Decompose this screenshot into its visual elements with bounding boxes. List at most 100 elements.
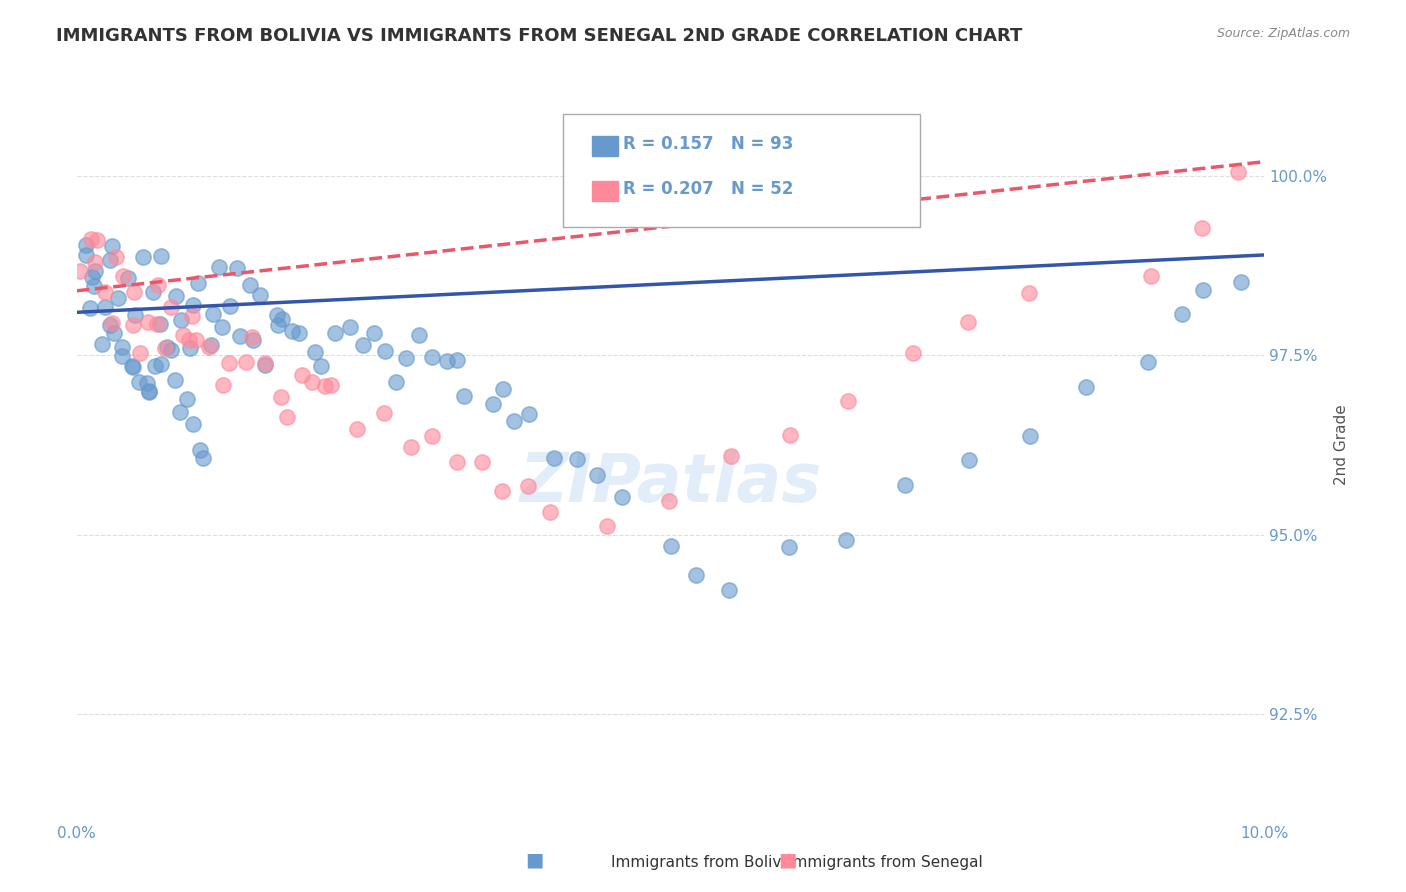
Immigrants from Bolivia	[79, 301, 101, 315]
Immigrants from Bolivia	[208, 260, 231, 274]
Immigrants from Bolivia	[138, 384, 160, 398]
Immigrants from Bolivia	[503, 414, 526, 428]
Immigrants from Bolivia	[83, 279, 105, 293]
Immigrants from Bolivia	[169, 405, 191, 419]
Immigrants from Bolivia	[1230, 276, 1253, 290]
Immigrants from Senegal	[94, 285, 117, 299]
Immigrants from Senegal	[146, 278, 169, 293]
Immigrants from Bolivia	[83, 263, 105, 277]
Immigrants from Bolivia	[128, 375, 150, 389]
Immigrants from Bolivia	[179, 341, 201, 355]
Immigrants from Senegal	[177, 333, 200, 347]
FancyBboxPatch shape	[592, 181, 619, 201]
Text: R = 0.207   N = 52: R = 0.207 N = 52	[623, 180, 793, 198]
Immigrants from Bolivia	[191, 450, 214, 465]
Text: ZIPatlas: ZIPatlas	[519, 450, 821, 516]
Text: Immigrants from Bolivia: Immigrants from Bolivia	[612, 855, 794, 870]
Immigrants from Bolivia	[436, 354, 458, 368]
Immigrants from Bolivia	[142, 285, 165, 299]
Immigrants from Bolivia	[107, 291, 129, 305]
Text: Source: ZipAtlas.com: Source: ZipAtlas.com	[1216, 27, 1350, 40]
Immigrants from Senegal	[270, 390, 292, 404]
Immigrants from Bolivia	[149, 317, 172, 331]
Immigrants from Bolivia	[374, 344, 396, 359]
Immigrants from Senegal	[658, 494, 681, 508]
Immigrants from Senegal	[86, 233, 108, 247]
Immigrants from Bolivia	[100, 239, 122, 253]
Immigrants from Bolivia	[717, 583, 740, 598]
Immigrants from Senegal	[198, 340, 221, 354]
Immigrants from Senegal	[903, 345, 925, 359]
Immigrants from Bolivia	[408, 328, 430, 343]
Immigrants from Bolivia	[93, 300, 115, 314]
Immigrants from Bolivia	[138, 385, 160, 400]
Immigrants from Bolivia	[685, 568, 707, 582]
Immigrants from Bolivia	[176, 392, 198, 406]
Immigrants from Bolivia	[103, 326, 125, 340]
Immigrants from Senegal	[180, 309, 202, 323]
Immigrants from Bolivia	[165, 289, 187, 303]
Immigrants from Bolivia	[1171, 307, 1194, 321]
Immigrants from Bolivia	[352, 338, 374, 352]
Immigrants from Bolivia	[339, 320, 361, 334]
Immigrants from Bolivia	[517, 408, 540, 422]
Immigrants from Bolivia	[453, 388, 475, 402]
Immigrants from Bolivia	[163, 373, 186, 387]
Immigrants from Bolivia	[385, 376, 408, 390]
Immigrants from Bolivia	[188, 443, 211, 458]
Immigrants from Bolivia	[266, 308, 288, 322]
Immigrants from Bolivia	[229, 328, 252, 343]
Immigrants from Bolivia	[957, 452, 980, 467]
Immigrants from Bolivia	[149, 358, 172, 372]
Immigrants from Senegal	[471, 455, 494, 469]
Immigrants from Senegal	[422, 429, 444, 443]
Immigrants from Senegal	[112, 268, 135, 283]
Immigrants from Bolivia	[323, 326, 346, 341]
Immigrants from Senegal	[122, 318, 145, 332]
Immigrants from Senegal	[159, 300, 181, 314]
Immigrants from Bolivia	[98, 318, 121, 332]
Immigrants from Senegal	[957, 315, 980, 329]
Immigrants from Bolivia	[420, 350, 443, 364]
Immigrants from Bolivia	[122, 360, 145, 375]
Immigrants from Bolivia	[288, 326, 311, 340]
Immigrants from Senegal	[373, 406, 395, 420]
Immigrants from Senegal	[211, 377, 233, 392]
Immigrants from Bolivia	[492, 382, 515, 396]
Immigrants from Senegal	[101, 316, 124, 330]
Immigrants from Bolivia	[211, 320, 233, 334]
Immigrants from Bolivia	[363, 326, 385, 341]
Immigrants from Bolivia	[145, 359, 167, 374]
Immigrants from Bolivia	[187, 277, 209, 291]
Immigrants from Senegal	[720, 449, 742, 463]
Immigrants from Senegal	[291, 368, 314, 382]
Immigrants from Senegal	[254, 356, 277, 370]
Immigrants from Senegal	[1226, 165, 1249, 179]
Immigrants from Bolivia	[75, 248, 97, 262]
Immigrants from Senegal	[69, 264, 91, 278]
Immigrants from Bolivia	[98, 252, 121, 267]
Immigrants from Bolivia	[226, 261, 249, 276]
Immigrants from Bolivia	[181, 298, 204, 312]
Immigrants from Bolivia	[150, 249, 173, 263]
Immigrants from Senegal	[153, 341, 176, 355]
Immigrants from Bolivia	[239, 278, 262, 293]
Immigrants from Senegal	[399, 440, 422, 454]
Immigrants from Senegal	[186, 333, 208, 347]
Immigrants from Bolivia	[160, 343, 183, 358]
Immigrants from Bolivia	[132, 251, 155, 265]
Immigrants from Bolivia	[121, 359, 143, 373]
Immigrants from Bolivia	[446, 353, 468, 368]
Immigrants from Bolivia	[543, 451, 565, 466]
Immigrants from Bolivia	[111, 349, 134, 363]
Immigrants from Bolivia	[394, 351, 416, 365]
Text: ■: ■	[524, 851, 544, 870]
Y-axis label: 2nd Grade: 2nd Grade	[1334, 405, 1348, 485]
FancyBboxPatch shape	[592, 136, 619, 156]
Immigrants from Bolivia	[156, 340, 179, 354]
Immigrants from Senegal	[80, 232, 103, 246]
Immigrants from Senegal	[105, 250, 128, 264]
Immigrants from Bolivia	[309, 359, 332, 374]
Immigrants from Bolivia	[75, 237, 97, 252]
Immigrants from Senegal	[301, 375, 323, 389]
